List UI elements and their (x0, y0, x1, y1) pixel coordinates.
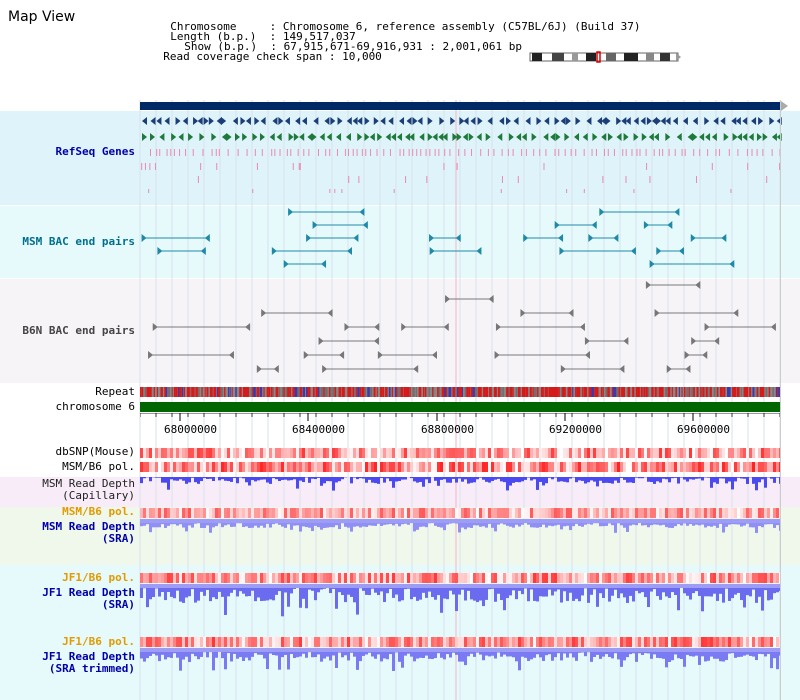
msm-read-depth-sra-track[interactable] (140, 519, 781, 549)
scale-bar[interactable] (140, 101, 790, 113)
length-value: : 149,517,037 (269, 30, 356, 43)
msm-pol-capillary-label: MSM/B6 pol. (62, 460, 135, 473)
tick-label: 68800000 (421, 423, 474, 436)
msm-read-depth-sra-line2: (SRA) (101, 532, 135, 545)
jf1-read-depth-trimmed-label: JF1 Read Depth (SRA trimmed) (42, 651, 135, 675)
msm-read-depth-sra-line1: MSM Read Depth (42, 520, 135, 533)
repeat-track[interactable] (140, 387, 781, 398)
chromosome-label: Chromosome (170, 20, 237, 33)
msm-read-depth-capillary-label: MSM Read Depth (Capillary) (42, 478, 135, 502)
msm-read-depth-sra-label: MSM Read Depth (SRA) (42, 521, 135, 545)
show-info: Show (b.p.) : 67,915,671-69,916,931 : 2,… (171, 32, 522, 52)
chromosome-ideogram[interactable] (528, 51, 682, 63)
jf1-read-depth-trimmed-track[interactable] (140, 648, 781, 676)
jf1-read-depth-label: JF1 Read Depth (SRA) (42, 587, 135, 611)
b6n-bac-label[interactable]: B6N BAC end pairs (22, 324, 135, 337)
coverage-value: : 10,000 (328, 50, 382, 63)
page-title: Map View (8, 9, 76, 25)
length-label: Length (b.p.) (170, 30, 257, 43)
jf1-pol-label: JF1/B6 pol. (62, 571, 135, 584)
msm-read-depth-capillary-line2: (Capillary) (62, 489, 135, 502)
msm-cap-track-bg (0, 477, 800, 507)
ideogram-position-marker (596, 51, 601, 63)
msm-bac-label[interactable]: MSM BAC end pairs (22, 235, 135, 248)
jf1-read-depth-line2: (SRA) (101, 598, 135, 611)
msm-pol-sra-label: MSM/B6 pol. (62, 505, 135, 518)
msm-read-depth-capillary-track[interactable] (140, 477, 781, 501)
tick-label: 69200000 (549, 423, 602, 436)
refseq-track-bg (0, 111, 800, 205)
jf1-pol-trimmed-track[interactable] (140, 637, 781, 647)
msm-bac-track-bg (0, 206, 800, 278)
axis-ticks (140, 413, 781, 421)
b6n-bac-track-bg (0, 279, 800, 383)
dbsnp-label: dbSNP(Mouse) (55, 445, 135, 458)
show-value: : 67,915,671-69,916,931 : 2,001,061 bp (270, 40, 523, 53)
length-info: Length (b.p.) : 149,517,037 (157, 22, 356, 43)
refseq-genes-label[interactable]: RefSeq Genes (55, 145, 135, 158)
msm-read-depth-capillary-line1: MSM Read Depth (42, 477, 135, 490)
chromosome-track-label: chromosome 6 (55, 400, 135, 413)
tick-label: 68000000 (164, 423, 217, 436)
b6n-bac-track[interactable] (140, 279, 785, 383)
refseq-genes-track[interactable] (140, 113, 785, 193)
jf1-read-depth-line1: JF1 Read Depth (42, 586, 135, 599)
msm-bac-track[interactable] (140, 206, 785, 278)
jf1-pol-trimmed-label: JF1/B6 pol. (62, 635, 135, 648)
msm-pol-sra-track[interactable] (140, 508, 781, 518)
dbsnp-track[interactable] (140, 448, 781, 458)
coverage-info: Read coverage check span : 10,000 (150, 42, 382, 62)
jf1-read-depth-trimmed-line2: (SRA trimmed) (48, 662, 135, 675)
chromosome-track[interactable] (140, 402, 781, 413)
show-label: Show (b.p.) (184, 40, 258, 53)
repeat-label: Repeat (95, 385, 135, 398)
chromosome-value: : Chromosome 6, reference assembly (C57B… (269, 20, 641, 33)
jf1-read-depth-trimmed-line1: JF1 Read Depth (42, 650, 135, 663)
coverage-label: Read coverage check span (163, 50, 323, 63)
jf1-read-depth-track[interactable] (140, 584, 781, 624)
right-border (780, 100, 781, 700)
jf1-pol-track[interactable] (140, 573, 781, 583)
tick-label: 69600000 (677, 423, 730, 436)
msm-pol-capillary-track[interactable] (140, 462, 781, 472)
tick-label: 68400000 (292, 423, 345, 436)
chromosome-info: Chromosome : Chromosome 6, reference ass… (157, 12, 640, 32)
